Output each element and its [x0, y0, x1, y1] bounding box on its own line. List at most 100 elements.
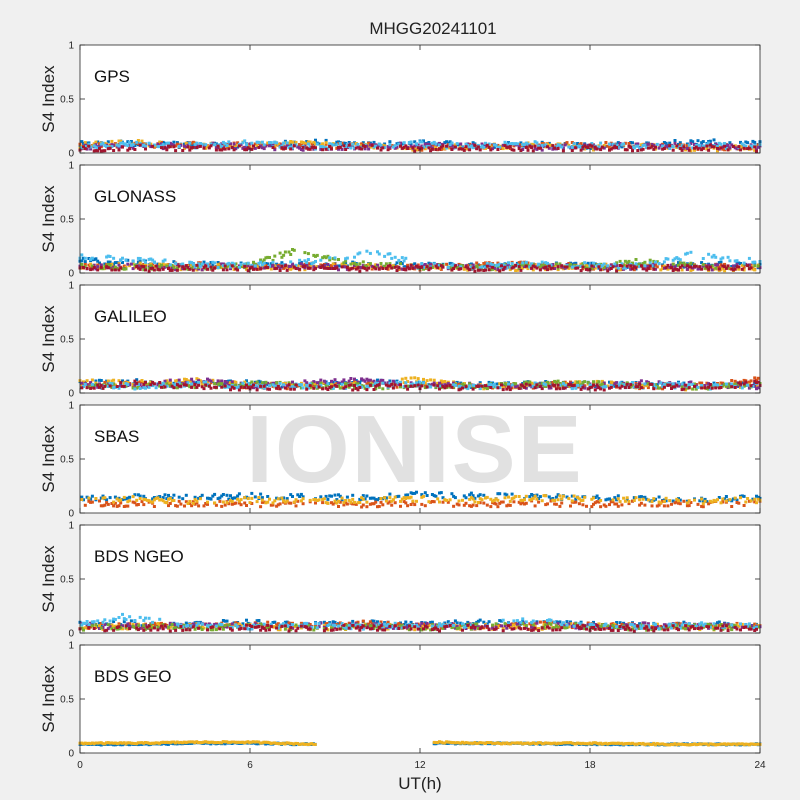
data-point: [487, 380, 491, 384]
data-point: [287, 383, 291, 387]
data-point: [126, 381, 130, 384]
data-point: [620, 382, 624, 386]
data-point: [492, 264, 496, 267]
data-point: [519, 141, 523, 145]
data-point: [438, 147, 441, 151]
data-point: [213, 501, 217, 505]
data-point: [434, 148, 438, 151]
data-point: [693, 384, 696, 388]
data-point: [733, 259, 737, 263]
data-point: [292, 500, 296, 504]
data-point: [592, 383, 595, 387]
data-point: [298, 258, 302, 262]
data-point: [135, 378, 139, 382]
data-point: [365, 265, 369, 269]
data-point: [90, 256, 94, 260]
data-point: [351, 502, 355, 506]
data-point: [184, 493, 188, 497]
data-point: [538, 146, 542, 150]
data-point: [296, 264, 300, 268]
data-point: [581, 265, 585, 269]
data-point: [631, 383, 634, 387]
data-point: [250, 141, 254, 145]
data-point: [232, 267, 236, 271]
data-point: [314, 138, 317, 142]
data-point: [468, 263, 472, 267]
data-point: [386, 145, 390, 149]
data-point: [285, 499, 289, 503]
data-point: [308, 140, 312, 144]
data-point: [90, 382, 94, 386]
data-point: [675, 146, 679, 149]
data-point: [540, 387, 544, 391]
data-point: [306, 147, 310, 151]
data-point: [466, 266, 470, 270]
data-point: [701, 146, 705, 150]
data-point: [739, 140, 742, 144]
data-point: [482, 269, 486, 272]
data-point: [221, 385, 225, 389]
data-point: [478, 266, 482, 270]
data-point: [319, 378, 323, 382]
data-point: [172, 260, 176, 264]
data-point: [473, 386, 477, 389]
data-point: [432, 143, 436, 147]
data-point: [468, 384, 472, 388]
data-point: [701, 385, 705, 389]
data-point: [335, 140, 339, 144]
data-point: [388, 262, 392, 266]
data-point: [731, 268, 735, 272]
data-point: [678, 261, 682, 265]
data-point: [501, 500, 505, 504]
data-point: [393, 263, 397, 267]
data-point: [183, 383, 186, 387]
panel-galileo-plot-area: [80, 285, 760, 393]
data-point: [388, 492, 392, 496]
data-point: [698, 146, 702, 150]
data-point: [195, 499, 199, 503]
data-point: [434, 385, 438, 389]
data-point: [183, 144, 186, 148]
data-point: [632, 268, 636, 272]
data-point: [89, 258, 93, 261]
data-point: [347, 498, 351, 502]
data-point: [326, 388, 330, 391]
data-point: [448, 261, 452, 265]
data-point: [330, 494, 333, 498]
data-point: [144, 145, 147, 149]
data-point: [471, 383, 475, 387]
data-point: [262, 384, 266, 388]
data-point: [353, 386, 356, 390]
data-point: [122, 495, 126, 499]
data-point: [266, 255, 270, 259]
data-point: [652, 262, 656, 266]
data-point: [197, 262, 201, 266]
data-point: [229, 499, 232, 503]
data-point: [418, 140, 422, 144]
data-point: [268, 497, 271, 501]
data-point: [330, 379, 333, 383]
data-point: [542, 382, 546, 386]
data-point: [96, 268, 100, 272]
data-point: [597, 263, 601, 267]
data-point: [266, 495, 270, 498]
data-point: [588, 143, 592, 147]
data-point: [186, 502, 190, 505]
data-point: [151, 144, 155, 148]
data-point: [409, 263, 413, 267]
data-point: [326, 497, 330, 501]
data-point: [101, 496, 105, 500]
data-point: [684, 265, 688, 268]
data-point: [131, 146, 135, 150]
data-point: [756, 495, 760, 499]
data-point: [561, 382, 565, 386]
data-point: [193, 383, 197, 386]
data-point: [491, 499, 495, 503]
data-point: [133, 141, 137, 145]
data-point: [620, 384, 624, 388]
data-point: [200, 380, 204, 384]
data-point: [115, 504, 119, 508]
data-point: [379, 262, 383, 265]
data-point: [266, 381, 270, 385]
data-point: [597, 380, 601, 384]
